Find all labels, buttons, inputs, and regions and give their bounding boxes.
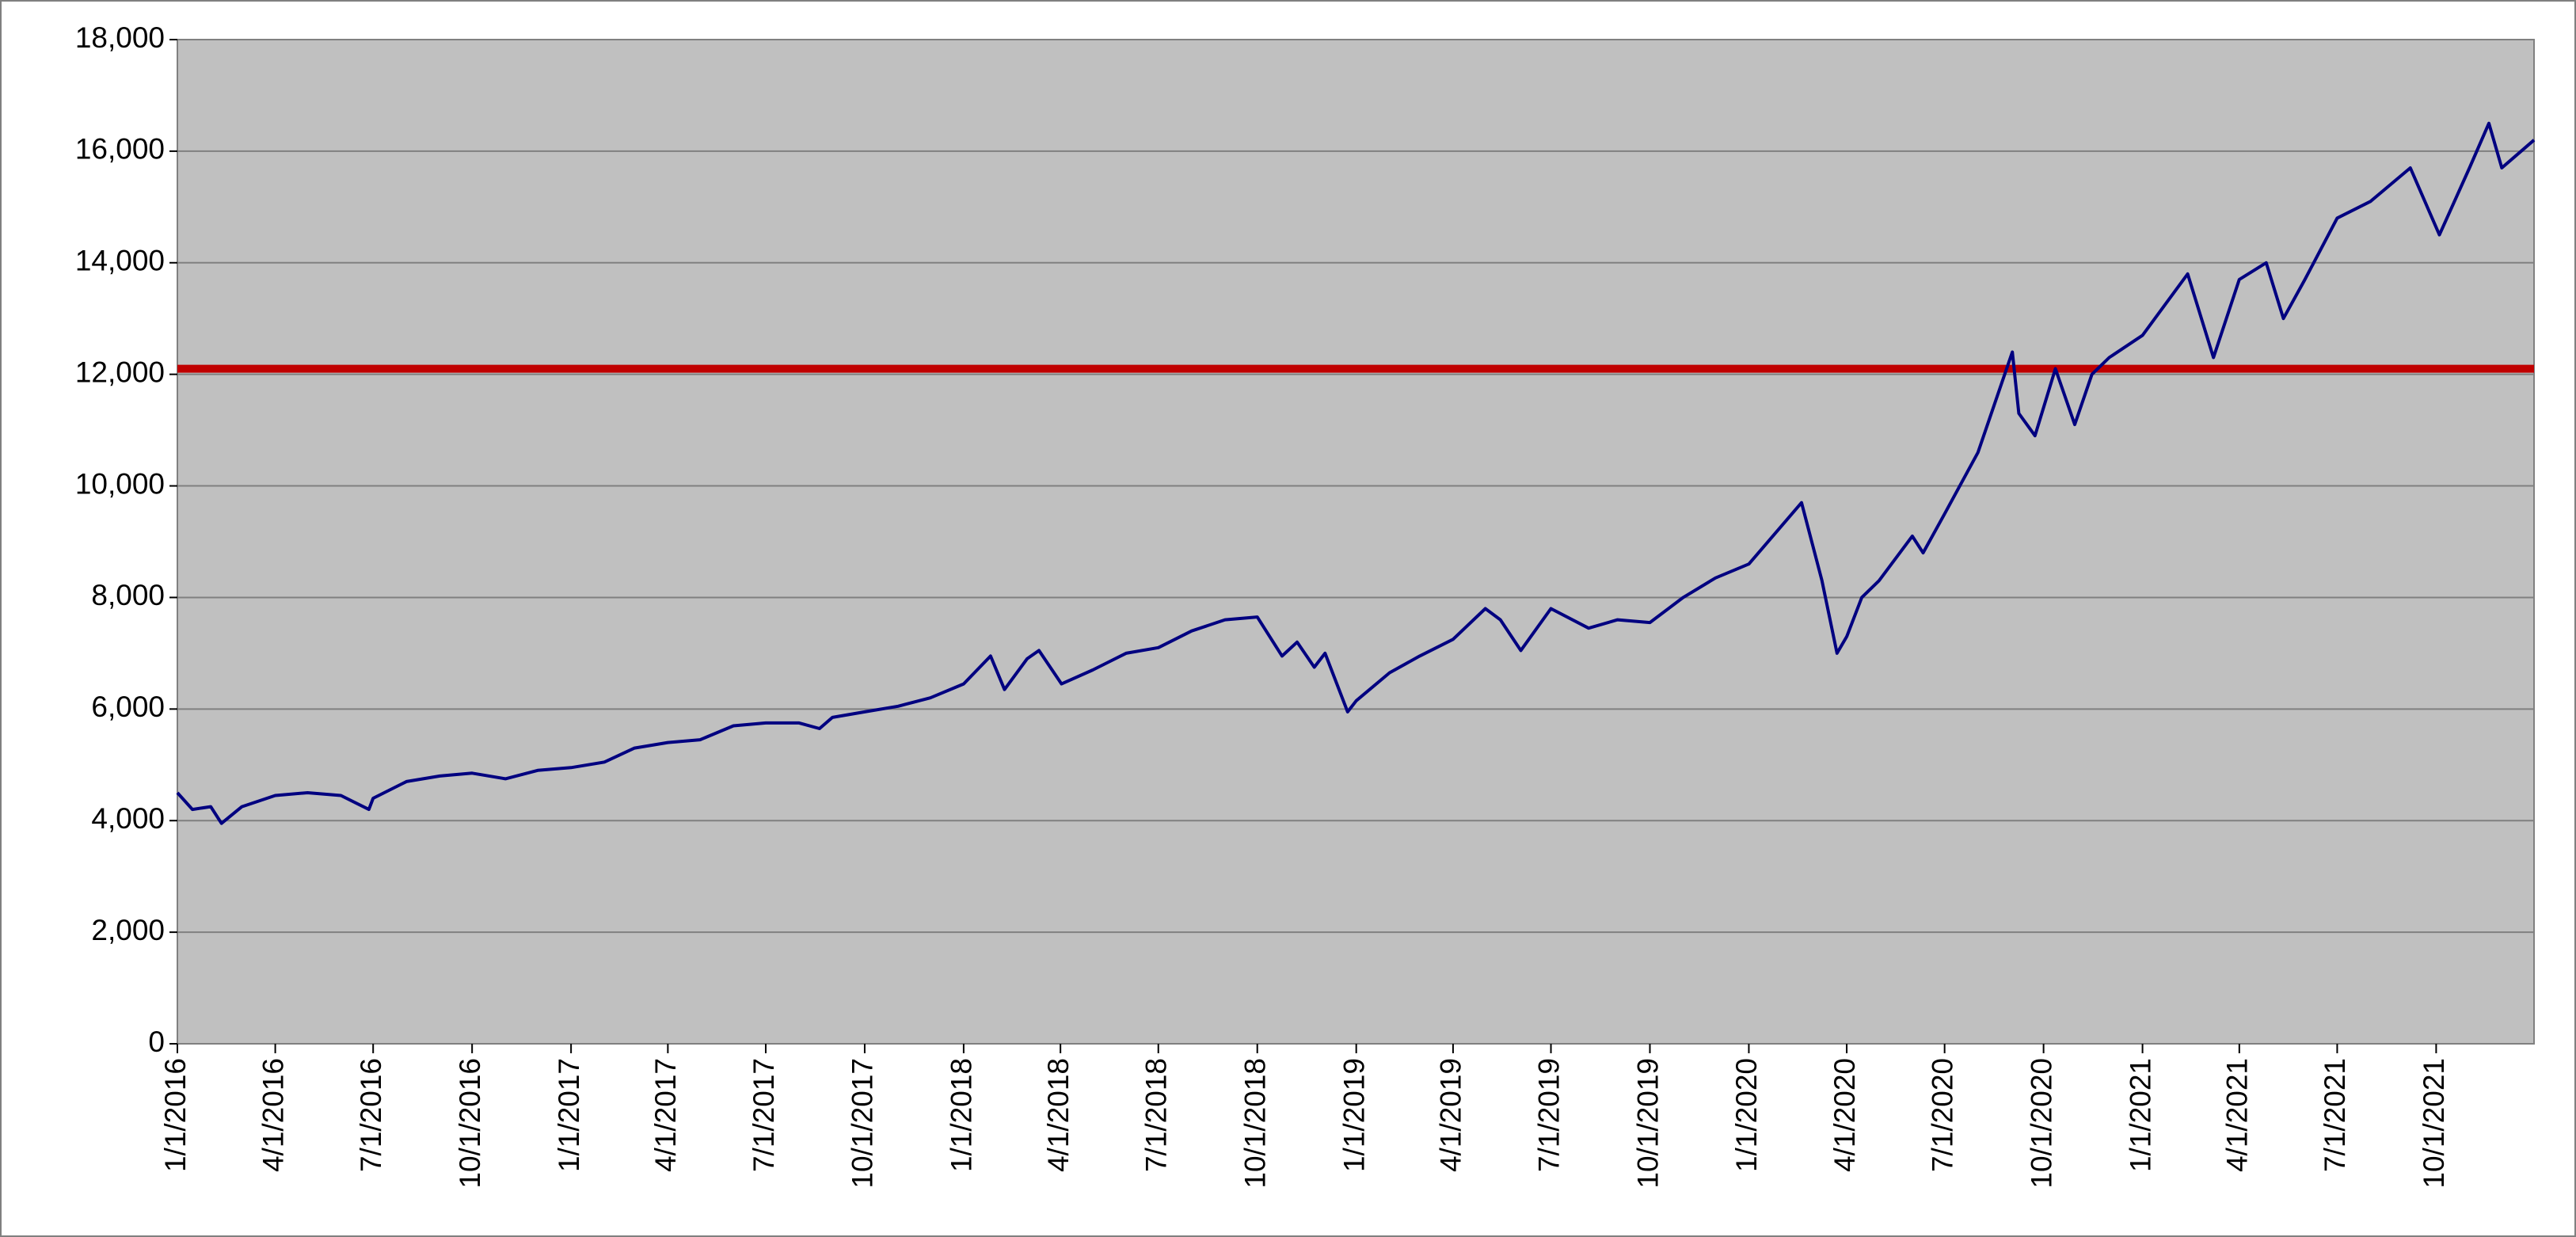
data-line xyxy=(176,121,2536,825)
x-tick-label: 1/1/2021 xyxy=(2124,1058,2156,1172)
x-tick-label: 4/1/2019 xyxy=(1435,1058,1467,1172)
y-tick-label: 14,000 xyxy=(75,245,165,277)
x-tick-label: 4/1/2021 xyxy=(2221,1058,2254,1172)
x-tick-label: 4/1/2020 xyxy=(1828,1058,1861,1172)
x-tick-label: 7/1/2018 xyxy=(1140,1058,1173,1172)
x-tick-label: 10/1/2021 xyxy=(2418,1058,2450,1189)
x-tick-label: 4/1/2017 xyxy=(649,1058,682,1172)
x-tick-label: 7/1/2020 xyxy=(1926,1058,1958,1172)
x-tick-label: 10/1/2018 xyxy=(1239,1058,1271,1189)
y-tick-label: 0 xyxy=(148,1026,165,1058)
y-tick-label: 18,000 xyxy=(75,21,165,54)
x-tick-label: 10/1/2017 xyxy=(847,1058,879,1189)
x-tick-label: 1/1/2018 xyxy=(946,1058,978,1172)
x-tick-label: 7/1/2017 xyxy=(748,1058,780,1172)
x-tick-label: 10/1/2019 xyxy=(1631,1058,1664,1189)
x-tick-label: 1/1/2020 xyxy=(1730,1058,1763,1172)
y-tick-label: 12,000 xyxy=(75,356,165,388)
x-tick-label: 7/1/2021 xyxy=(2319,1058,2351,1172)
x-tick-label: 10/1/2020 xyxy=(2025,1058,2057,1189)
x-tick-label: 7/1/2016 xyxy=(355,1058,387,1172)
y-tick-label: 2,000 xyxy=(91,914,165,946)
x-tick-label: 1/1/2016 xyxy=(159,1058,192,1172)
x-tick-label: 4/1/2018 xyxy=(1042,1058,1075,1172)
x-tick-label: 1/1/2017 xyxy=(553,1058,585,1172)
y-tick-label: 10,000 xyxy=(75,467,165,500)
x-tick-label: 4/1/2016 xyxy=(257,1058,289,1172)
x-tick-label: 7/1/2019 xyxy=(1532,1058,1565,1172)
y-tick-label: 4,000 xyxy=(91,802,165,835)
x-tick-label: 1/1/2019 xyxy=(1337,1058,1370,1172)
x-tick-label: 10/1/2016 xyxy=(454,1058,486,1189)
plot-area xyxy=(177,39,2535,1045)
y-tick-label: 16,000 xyxy=(75,133,165,166)
y-tick-label: 6,000 xyxy=(91,691,165,723)
y-tick-label: 8,000 xyxy=(91,579,165,611)
